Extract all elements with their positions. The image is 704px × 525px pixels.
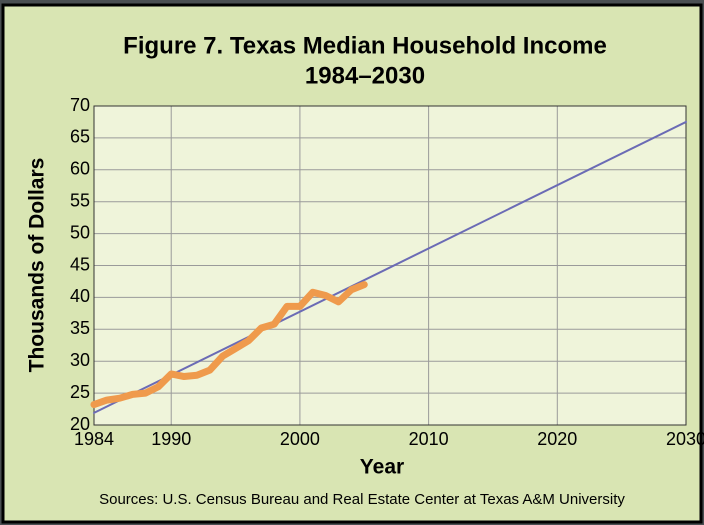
- x-tick-label: 2010: [409, 429, 449, 449]
- x-tick-label: 2020: [537, 429, 577, 449]
- source-note: Sources: U.S. Census Bureau and Real Est…: [99, 491, 625, 508]
- y-tick-label: 60: [70, 159, 90, 179]
- plot-border: [93, 105, 687, 426]
- series-line: [90, 281, 368, 409]
- x-tick-label: 2000: [280, 429, 320, 449]
- series-line: [93, 120, 687, 414]
- y-tick-label: 70: [70, 95, 90, 115]
- y-tick-label: 20: [70, 414, 90, 434]
- x-tick-label: 1984: [74, 429, 114, 449]
- y-tick-label: 30: [70, 350, 90, 370]
- chart-subtitle: 1984–2030: [305, 62, 425, 89]
- x-tick-label: 1990: [151, 429, 191, 449]
- chart-title: Figure 7. Texas Median Household Income: [123, 32, 607, 59]
- y-axis-label: Thousands of Dollars: [26, 158, 49, 373]
- y-tick-label: 45: [70, 254, 90, 274]
- y-tick-label: 50: [70, 222, 90, 242]
- y-tick-label: 65: [70, 127, 90, 147]
- grid: [93, 105, 687, 426]
- y-tick-label: 40: [70, 286, 90, 306]
- y-tick-label: 35: [70, 318, 90, 338]
- x-axis-label: Year: [360, 456, 404, 479]
- y-tick-label: 55: [70, 190, 90, 210]
- y-tick-label: 25: [70, 382, 90, 402]
- x-tick-label: 2030: [666, 429, 704, 449]
- marks: [90, 120, 687, 414]
